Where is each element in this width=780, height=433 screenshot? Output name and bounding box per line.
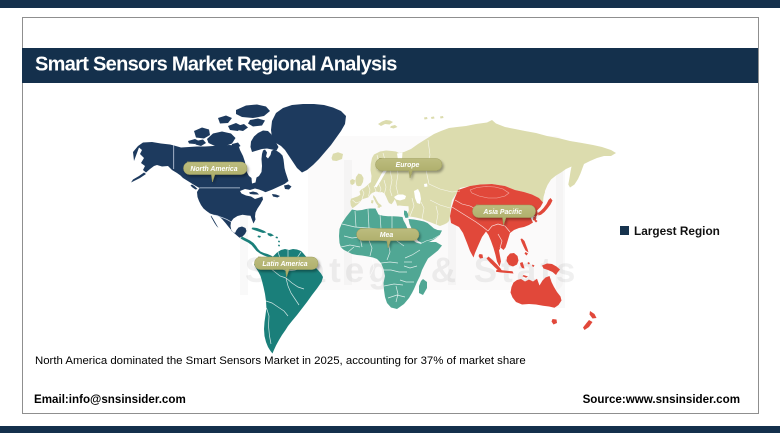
svg-text:Europe: Europe (396, 162, 420, 169)
svg-text:Mea: Mea (380, 232, 394, 239)
svg-text:North America: North America (190, 166, 237, 173)
svg-text:Latin America: Latin America (262, 261, 307, 268)
svg-text:Asia Pacific: Asia Pacific (482, 209, 522, 216)
